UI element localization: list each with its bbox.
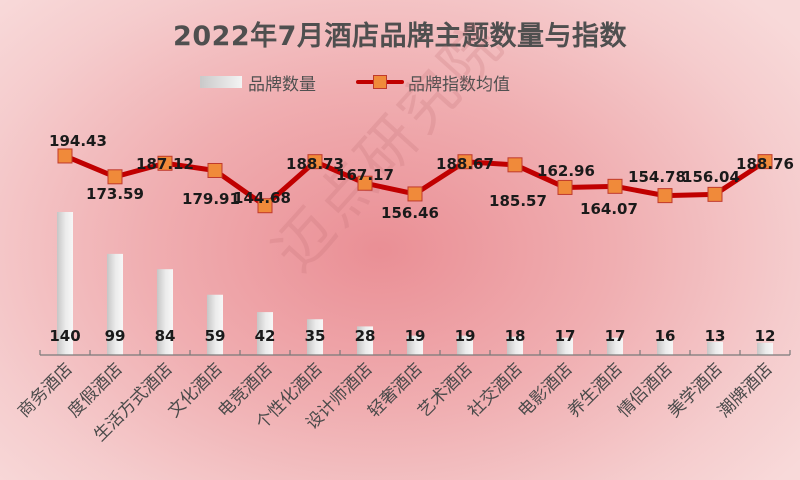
chart-legend: 品牌数量 品牌指数均值 (200, 70, 550, 95)
bar (257, 312, 273, 355)
line-value-label: 156.04 (682, 168, 740, 186)
bar (357, 326, 373, 355)
bar-value-label: 19 (405, 327, 426, 345)
line-value-label: 154.78 (628, 168, 686, 186)
line-value-label: 188.67 (436, 155, 494, 173)
x-tick-label: 文化酒店 (164, 359, 226, 421)
line-value-label: 188.76 (736, 155, 794, 173)
x-tick-label: 商务酒店 (14, 359, 76, 421)
bar-value-label: 12 (755, 327, 776, 345)
bar-series (57, 212, 773, 355)
bar-value-label: 19 (455, 327, 476, 345)
line-value-label: 188.73 (286, 155, 344, 173)
x-tick-label: 潮牌酒店 (714, 359, 776, 421)
x-tick-label: 艺术酒店 (414, 359, 476, 421)
bar-value-label: 84 (155, 327, 176, 345)
bar-value-label: 59 (205, 327, 226, 345)
bar (457, 335, 473, 355)
bar-swatch-icon (200, 76, 242, 88)
bar-value-label: 16 (655, 327, 676, 345)
line-marker-swatch-icon (356, 72, 404, 92)
line-value-label: 187.12 (136, 155, 194, 173)
line-value-label: 185.57 (489, 192, 547, 210)
line-value-label: 194.43 (49, 132, 107, 150)
line-value-label: 164.07 (580, 200, 638, 218)
x-tick-label: 养生酒店 (564, 359, 626, 421)
bar (157, 269, 173, 355)
bar-value-label: 28 (355, 327, 376, 345)
line-value-label: 162.96 (537, 162, 595, 180)
bar-value-label: 13 (705, 327, 726, 345)
bar (407, 335, 423, 355)
line-marker (657, 188, 673, 204)
bar-value-label: 17 (555, 327, 576, 345)
legend-item-brand-index: 品牌指数均值 (356, 70, 510, 95)
legend-label-brand-count: 品牌数量 (248, 74, 316, 95)
line-marker (157, 155, 173, 171)
bar-value-label: 17 (605, 327, 626, 345)
x-tick-label: 美学酒店 (664, 359, 726, 421)
x-tick-label: 电影酒店 (514, 359, 576, 421)
bar-value-labels: 140 99 84 59 42 35 28 19 19 18 17 17 16 13 12 (49, 327, 775, 345)
line-marker (507, 157, 523, 173)
bar (307, 319, 323, 355)
bar (557, 337, 573, 355)
line-marker (357, 175, 373, 191)
line-marker (607, 178, 623, 194)
x-axis (39, 350, 791, 356)
bar-value-label: 42 (255, 327, 276, 345)
chart-title: 2022年7月酒店品牌主题数量与指数 (173, 21, 627, 52)
line-marker (707, 186, 723, 202)
bar (707, 341, 723, 355)
bar-value-label: 140 (49, 327, 80, 345)
legend-item-brand-count: 品牌数量 (200, 70, 316, 95)
line-marker (257, 198, 273, 214)
line-marker (57, 148, 73, 164)
line-series (57, 148, 773, 214)
x-tick-label: 情侣酒店 (614, 359, 676, 421)
x-tick-label: 轻奢酒店 (364, 359, 426, 421)
line-value-label: 144.68 (233, 189, 291, 207)
line-marker (207, 162, 223, 178)
line-marker (107, 169, 123, 185)
x-tick-label: 社交酒店 (464, 359, 526, 421)
line-value-label: 156.46 (381, 204, 439, 222)
bar (57, 212, 73, 355)
line-marker (457, 154, 473, 170)
line-value-label: 167.17 (336, 166, 394, 184)
bar (207, 294, 223, 355)
line-marker (307, 154, 323, 170)
bar (107, 253, 123, 355)
bar (757, 342, 773, 355)
line-value-label: 179.91 (182, 190, 240, 208)
line-marker (407, 186, 423, 202)
bar (507, 336, 523, 355)
line-value-label: 173.59 (86, 185, 144, 203)
bar (657, 338, 673, 355)
bar-value-label: 18 (505, 327, 526, 345)
line-marker (757, 154, 773, 170)
legend-label-brand-index: 品牌指数均值 (408, 74, 510, 95)
x-tick-labels: 商务酒店度假酒店生活方式酒店文化酒店电竞酒店个性化酒店设计师酒店轻奢酒店艺术酒店… (14, 359, 776, 445)
bar (607, 337, 623, 355)
line-marker (557, 179, 573, 195)
bar-value-label: 99 (105, 327, 126, 345)
bar-value-label: 35 (305, 327, 326, 345)
